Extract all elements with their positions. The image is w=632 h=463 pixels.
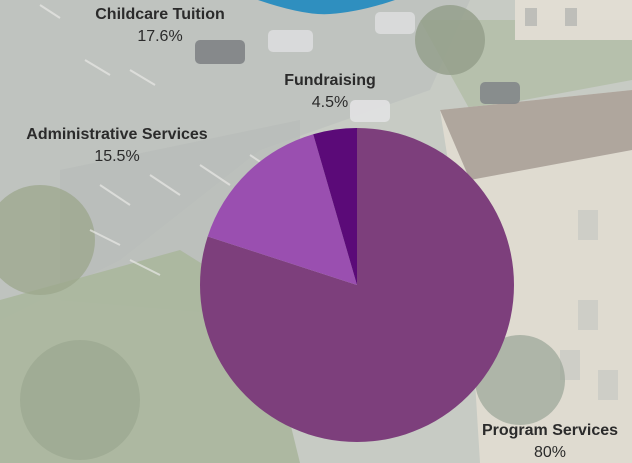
slice-administrative-services (207, 134, 357, 285)
label-name: Administrative Services (26, 126, 208, 143)
label-name: Fundraising (284, 72, 376, 89)
label-percent: 15.5% (94, 148, 140, 165)
label-percent: 80% (533, 444, 567, 461)
slice-fundraising (313, 128, 357, 285)
label-name: Childcare Tuition (95, 6, 225, 23)
label-childcare-tuition: Childcare Tuition 17.6% (70, 4, 250, 48)
label-administrative-services: Administrative Services 15.5% (2, 124, 232, 168)
label-program-services: Program Services 80% (468, 420, 632, 463)
label-percent: 17.6% (137, 28, 183, 45)
label-name: Program Services (481, 422, 619, 439)
label-fundraising: Fundraising 4.5% (270, 70, 390, 114)
slice-childcare-tuition (258, 0, 395, 15)
label-percent: 4.5% (311, 94, 349, 111)
